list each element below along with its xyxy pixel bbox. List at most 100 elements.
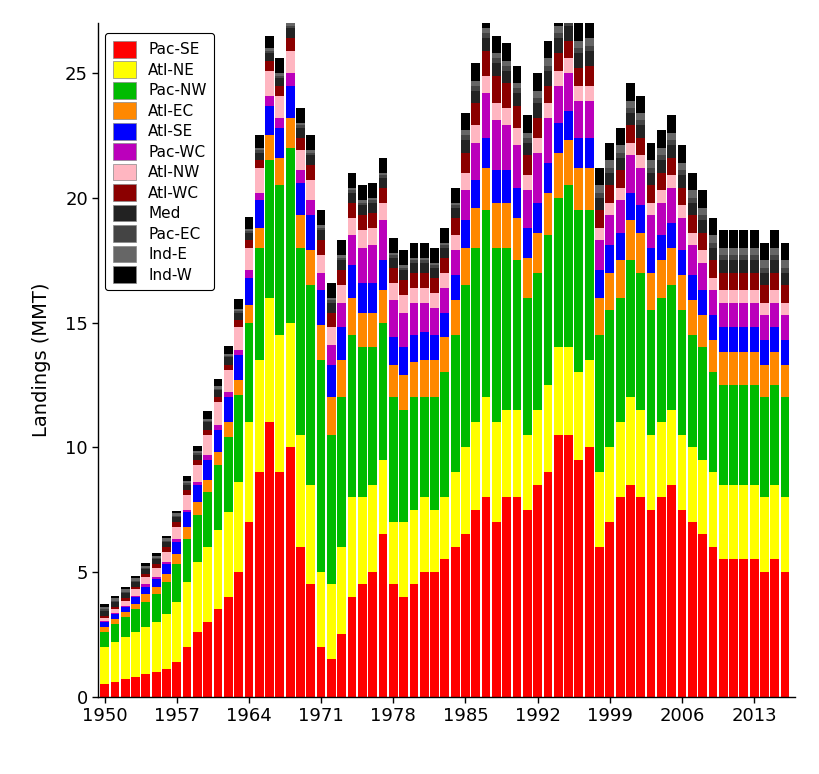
Bar (523, 258, 531, 297)
Bar (378, 221, 387, 260)
Bar (203, 430, 212, 435)
Bar (203, 419, 212, 421)
Bar (286, 38, 294, 50)
Bar (728, 272, 737, 290)
Bar (430, 360, 438, 397)
Bar (543, 103, 552, 118)
Bar (152, 580, 161, 587)
Bar (152, 560, 161, 564)
Bar (728, 385, 737, 485)
Bar (759, 397, 768, 497)
Bar (728, 303, 737, 327)
Bar (162, 562, 170, 564)
Bar (718, 303, 726, 327)
Bar (388, 584, 397, 697)
Bar (214, 425, 222, 430)
Bar (512, 66, 521, 83)
Bar (584, 86, 593, 101)
Bar (759, 365, 768, 397)
Bar (656, 235, 665, 260)
Bar (471, 143, 480, 180)
Bar (604, 168, 613, 173)
Bar (708, 278, 717, 290)
Bar (378, 260, 387, 290)
Bar (100, 604, 109, 607)
Bar (203, 435, 212, 454)
Bar (255, 153, 263, 160)
Bar (460, 248, 469, 285)
Bar (224, 512, 233, 597)
Bar (265, 48, 274, 50)
Bar (718, 230, 726, 248)
Bar (192, 451, 201, 454)
Bar (152, 553, 161, 556)
Bar (502, 409, 510, 497)
Bar (224, 370, 233, 392)
Bar (523, 176, 531, 190)
Bar (399, 313, 408, 348)
Bar (378, 535, 387, 697)
Bar (471, 180, 480, 207)
Bar (625, 221, 634, 260)
Bar (491, 58, 500, 63)
Bar (450, 335, 459, 472)
Bar (131, 609, 140, 632)
Bar (214, 386, 222, 389)
Bar (409, 397, 418, 509)
Bar (563, 140, 572, 185)
Bar (687, 245, 696, 275)
Bar (419, 262, 428, 272)
Bar (111, 607, 119, 609)
Bar (656, 160, 665, 173)
Bar (676, 205, 686, 217)
Bar (584, 101, 593, 138)
Bar (265, 135, 274, 160)
Bar (430, 335, 438, 360)
Bar (770, 272, 778, 290)
Bar (100, 615, 109, 618)
Bar (523, 190, 531, 228)
Bar (656, 423, 665, 497)
Bar (234, 299, 242, 309)
Bar (120, 617, 129, 637)
Bar (244, 231, 253, 233)
Bar (739, 255, 747, 260)
Bar (687, 215, 696, 233)
Bar (543, 70, 552, 86)
Bar (316, 325, 325, 360)
Bar (337, 634, 346, 697)
Bar (152, 577, 161, 580)
Bar (203, 492, 212, 547)
Bar (214, 609, 222, 697)
Bar (141, 627, 150, 674)
Bar (316, 647, 325, 697)
Bar (419, 333, 428, 360)
Bar (192, 502, 201, 515)
Bar (532, 233, 541, 272)
Bar (183, 509, 191, 512)
Bar (111, 613, 119, 615)
Bar (192, 460, 201, 464)
Bar (450, 300, 459, 335)
Bar (440, 228, 449, 243)
Bar (481, 38, 490, 50)
Bar (111, 682, 119, 697)
Bar (697, 221, 706, 233)
Bar (739, 290, 747, 303)
Bar (708, 217, 717, 235)
Bar (512, 83, 521, 88)
Bar (759, 572, 768, 697)
Bar (224, 392, 233, 397)
Bar (574, 41, 582, 48)
Bar (327, 303, 336, 313)
Bar (234, 572, 242, 697)
Bar (378, 460, 387, 535)
Bar (532, 203, 541, 233)
Bar (687, 173, 696, 190)
Bar (604, 522, 613, 697)
Bar (286, 50, 294, 73)
Bar (770, 385, 778, 485)
Bar (131, 582, 140, 587)
Bar (347, 193, 356, 203)
Bar (286, 323, 294, 447)
